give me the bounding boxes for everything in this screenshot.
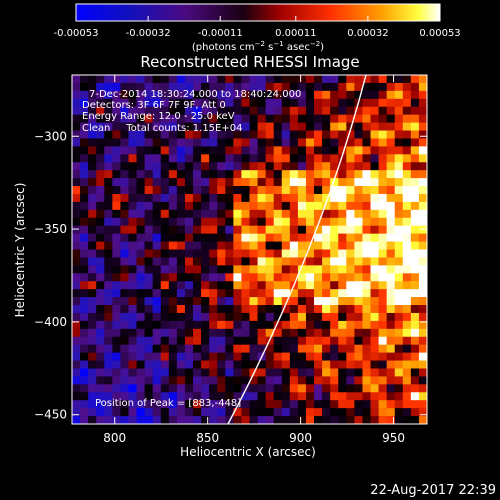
x-tick-label: 800 — [103, 431, 126, 445]
info-block: 7-Dec-2014 18:30:24.000 to 18:40:24.000 … — [82, 89, 301, 134]
x-tick-label: 850 — [196, 431, 219, 445]
colorbar-tick-label: -0.00053 — [54, 28, 99, 39]
axis-ticks: 800 850 900 950 −300 −350 −400 −450 — [34, 75, 427, 445]
info-clean-counts: Clean Total counts: 1.15E+04 — [82, 123, 242, 134]
y-tick-label: −300 — [34, 129, 67, 143]
x-tick-label: 950 — [382, 431, 405, 445]
solar-limb-curve — [227, 75, 367, 424]
peak-position-label: Position of Peak = [883,-448] — [95, 398, 241, 409]
footer-timestamp: 22-Aug-2017 22:39 — [370, 483, 496, 498]
info-detectors: Detectors: 3F 6F 7F 9F, Att 0 — [82, 100, 226, 111]
colorbar-tick-label: 0.00053 — [419, 28, 460, 39]
x-axis-label: Heliocentric X (arcsec) — [180, 445, 316, 459]
hxr-image-pixels — [72, 75, 427, 424]
y-axis-label: Heliocentric Y (arcsec) — [13, 183, 27, 318]
info-energy-range: Energy Range: 12.0 - 25.0 keV — [82, 111, 235, 122]
colorbar-tick-label: -0.00032 — [126, 28, 171, 39]
plot-frame — [71, 74, 428, 425]
colorbar-ticks: -0.00053 -0.00032 -0.00011 0.00011 0.00032 0.… — [54, 16, 461, 39]
y-tick-label: −450 — [34, 408, 67, 422]
y-tick-label: −400 — [34, 315, 67, 329]
colorbar-tick-label: 0.00011 — [275, 28, 316, 39]
colorbar-units: (photons cm−2 s−1 asec−2) — [192, 40, 324, 53]
colorbar-tick-label: 0.00032 — [347, 28, 388, 39]
plot-title: Reconstructed RHESSI Image — [140, 53, 359, 71]
colorbar — [75, 3, 441, 22]
y-tick-label: −350 — [34, 222, 67, 236]
x-tick-label: 900 — [289, 431, 312, 445]
info-time-range: 7-Dec-2014 18:30:24.000 to 18:40:24.000 — [89, 89, 301, 100]
colorbar-tick-label: -0.00011 — [198, 28, 243, 39]
